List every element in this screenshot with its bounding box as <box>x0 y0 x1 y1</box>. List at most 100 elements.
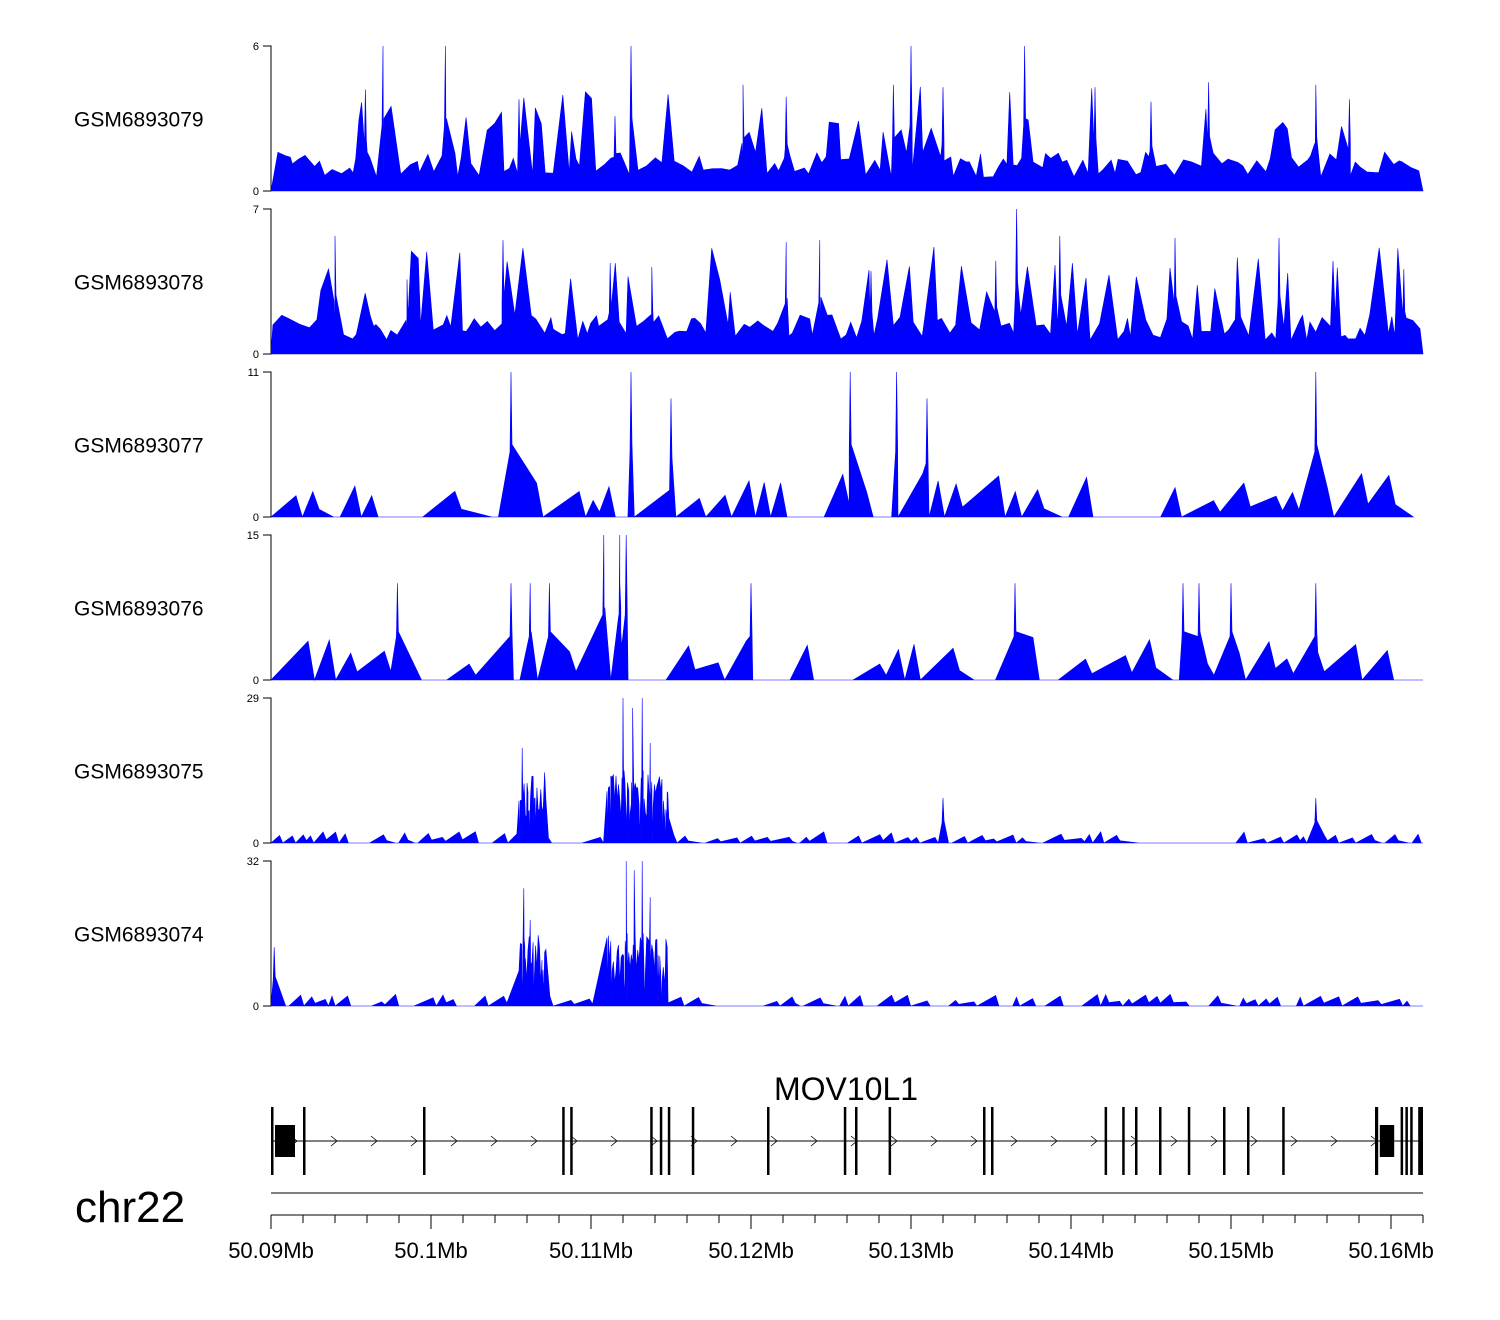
coverage-area <box>270 208 1424 355</box>
exon <box>1122 1107 1125 1175</box>
exon <box>1405 1107 1408 1175</box>
y-axis <box>263 534 272 681</box>
exon <box>1104 1107 1108 1175</box>
y-min-tick-label: 0 <box>253 1001 259 1013</box>
strand-chevron <box>1010 1135 1018 1147</box>
y-axis <box>263 371 272 518</box>
strand-chevron <box>890 1135 898 1147</box>
x-tick-label: 50.15Mb <box>1188 1238 1274 1263</box>
y-min-tick-label: 0 <box>253 512 259 524</box>
track-GSM6893074: GSM6893074 32 0 <box>74 856 1423 1013</box>
strand-chevron <box>810 1135 818 1147</box>
strand-chevron <box>1210 1135 1218 1147</box>
y-max-tick-label: 7 <box>253 204 259 216</box>
exon <box>303 1107 306 1175</box>
y-axis <box>263 860 272 1007</box>
strand-chevron <box>410 1135 418 1147</box>
exon <box>1159 1107 1162 1175</box>
exon <box>1247 1107 1250 1175</box>
exon <box>855 1107 858 1175</box>
strand-chevron <box>970 1135 978 1147</box>
track-GSM6893076: GSM6893076 15 0 <box>74 530 1423 687</box>
exon <box>650 1107 653 1175</box>
gene-track: MOV10L1 <box>271 1071 1423 1175</box>
strand-chevron <box>1290 1135 1298 1147</box>
strand-chevron <box>1090 1135 1098 1147</box>
x-tick-label: 50.16Mb <box>1348 1238 1434 1263</box>
signal-tracks: GSM689307960GSM689307870GSM6893077110GSM… <box>74 41 1424 1013</box>
x-tick-label: 50.13Mb <box>868 1238 954 1263</box>
exon <box>1410 1107 1413 1175</box>
strand-chevron <box>1330 1135 1338 1147</box>
strand-chevron <box>330 1135 338 1147</box>
strand-chevron <box>770 1135 778 1147</box>
strand-chevron <box>570 1135 578 1147</box>
y-min-tick-label: 0 <box>253 186 259 198</box>
track-GSM6893077: GSM6893077 11 0 <box>74 367 1415 524</box>
x-tick-label: 50.1Mb <box>394 1238 467 1263</box>
exon <box>843 1107 847 1175</box>
strand-chevron <box>930 1135 938 1147</box>
exon <box>1375 1107 1379 1175</box>
y-min-tick-label: 0 <box>253 349 259 361</box>
exon <box>991 1107 994 1175</box>
exon <box>275 1125 295 1157</box>
y-max-tick-label: 11 <box>248 367 259 379</box>
y-min-tick-label: 0 <box>253 675 259 687</box>
exon <box>888 1107 892 1175</box>
strand-chevron <box>490 1135 498 1147</box>
y-axis <box>263 45 272 192</box>
x-tick-label: 50.14Mb <box>1028 1238 1114 1263</box>
exon <box>659 1107 663 1175</box>
exon <box>1379 1125 1395 1157</box>
coverage-area <box>270 697 1423 845</box>
y-max-tick-label: 15 <box>247 530 259 542</box>
exon <box>1418 1107 1423 1175</box>
y-max-tick-label: 32 <box>247 856 259 868</box>
exon <box>767 1107 770 1175</box>
track-GSM6893075: GSM6893075 29 0 <box>74 693 1423 850</box>
exon <box>1135 1107 1138 1175</box>
exon <box>570 1107 573 1175</box>
strand-chevron <box>370 1135 378 1147</box>
coverage-area <box>270 860 1423 1007</box>
exon <box>1282 1107 1285 1175</box>
y-axis <box>263 208 272 355</box>
strand-chevron <box>650 1135 658 1147</box>
track-label: GSM6893077 <box>74 435 204 458</box>
exon <box>1400 1107 1404 1175</box>
genome-axis: chr22 50.09Mb 50.1Mb 50.11Mb 50.12Mb 50.13Mb… <box>75 1183 1434 1263</box>
exon <box>423 1107 426 1175</box>
y-max-tick-label: 29 <box>247 693 259 705</box>
exon <box>1187 1107 1191 1175</box>
track-label: GSM6893076 <box>74 598 204 621</box>
gene-name-label: MOV10L1 <box>774 1071 918 1107</box>
chromosome-label: chr22 <box>75 1183 185 1232</box>
strand-chevron <box>530 1135 538 1147</box>
x-tick-label: 50.11Mb <box>549 1238 633 1263</box>
track-label: GSM6893074 <box>74 924 204 947</box>
exon <box>667 1107 671 1175</box>
exon <box>1223 1107 1226 1175</box>
track-label: GSM6893078 <box>74 272 204 295</box>
track-GSM6893079: GSM6893079 6 0 <box>74 41 1424 198</box>
track-label: GSM6893075 <box>74 761 204 784</box>
exon <box>691 1107 695 1175</box>
strand-chevron <box>1170 1135 1178 1147</box>
coverage-area <box>270 534 1423 682</box>
exon <box>983 1107 986 1175</box>
strand-chevron <box>450 1135 458 1147</box>
strand-chevron <box>1250 1135 1258 1147</box>
exon <box>562 1107 565 1175</box>
x-tick-label: 50.12Mb <box>708 1238 794 1263</box>
x-tick-label: 50.09Mb <box>228 1238 314 1263</box>
y-max-tick-label: 6 <box>253 41 259 53</box>
track-label: GSM6893079 <box>74 109 204 132</box>
coverage-area <box>270 45 1424 192</box>
strand-chevron <box>730 1135 738 1147</box>
y-min-tick-label: 0 <box>253 838 259 850</box>
coverage-area <box>270 371 1415 519</box>
exon <box>271 1107 274 1175</box>
y-axis <box>263 697 272 844</box>
